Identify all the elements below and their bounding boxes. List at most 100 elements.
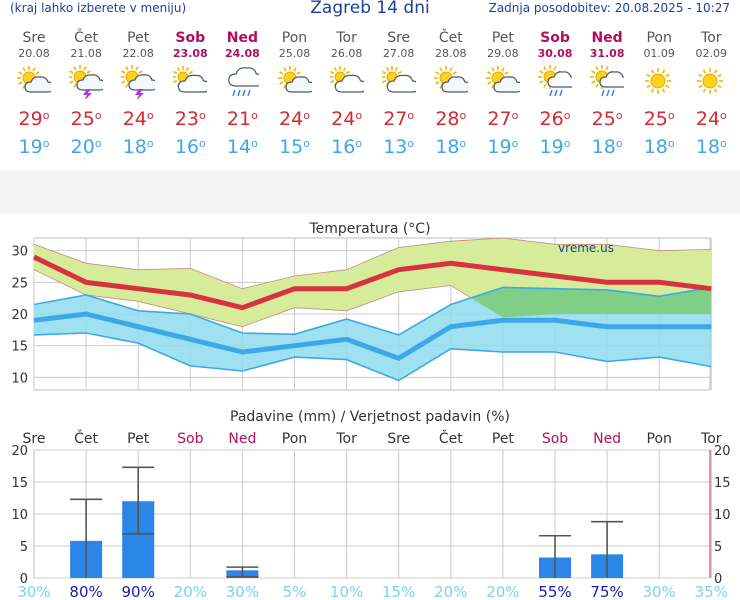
- day-date: 24.08: [224, 47, 260, 60]
- max-temperature: 24o: [112, 104, 164, 134]
- degree-sign: o: [720, 109, 727, 122]
- precipitation-tick-label-left: 20: [11, 444, 28, 459]
- precipitation-tick-label-right: 10: [714, 508, 731, 523]
- day-date: 29.08: [487, 47, 519, 60]
- max-temperature: 25o: [633, 104, 685, 134]
- day-column: Sre 27.08 27o 13o: [373, 30, 425, 160]
- daily-forecast-strip: Sre 20.08 29o 19o Čet 21.08 25o 20o Pet 22.08 24o 1…: [0, 30, 740, 170]
- watermark: vreme.us: [558, 241, 614, 255]
- day-name: Ned: [226, 30, 258, 46]
- min-range-upper-edge: [33, 286, 712, 336]
- temperature-tick-label: 30: [11, 245, 28, 260]
- degree-sign: o: [303, 137, 310, 150]
- min-temperature: 15o: [269, 134, 321, 160]
- degree-sign: o: [303, 109, 310, 122]
- min-temperature-value: 14: [226, 136, 252, 158]
- temperature-tick-label: 15: [11, 340, 28, 355]
- temperature-chart-title: Temperatura (°C): [308, 221, 430, 237]
- precipitation-probability: 55%: [538, 583, 571, 600]
- degree-sign: o: [511, 109, 519, 122]
- min-temperature-value: 15: [279, 136, 304, 158]
- degree-sign: o: [355, 137, 363, 150]
- min-temperature-value: 18: [435, 136, 460, 158]
- max-temperature-value: 24: [331, 108, 356, 130]
- precipitation-probability: 20%: [174, 583, 207, 600]
- day-column: Pon 01.09 25o 18o: [633, 30, 685, 160]
- min-temperature: 16o: [321, 134, 373, 160]
- day-date: 30.08: [537, 47, 573, 60]
- max-range-upper-edge: [33, 237, 712, 290]
- day-column: Sob 30.08 26o 19o: [529, 30, 581, 160]
- max-temperature: 23o: [164, 104, 216, 134]
- thunderstorm-icon: [112, 60, 164, 104]
- precipitation-probability: 80%: [69, 583, 102, 600]
- day-date: 28.08: [435, 47, 467, 60]
- precipitation-probability: 30%: [643, 583, 676, 600]
- max-temperature: 27o: [477, 104, 529, 134]
- mostly-cloudy-icon: [164, 60, 216, 104]
- min-temperature-value: 18: [122, 136, 147, 158]
- rain-icon: [216, 60, 268, 104]
- day-date: 22.08: [122, 47, 154, 60]
- max-temperature-value: 24: [122, 108, 147, 130]
- precipitation-day-label: Pon: [282, 431, 307, 447]
- day-name: Čet: [74, 30, 99, 46]
- precipitation-tick-label-right: 20: [714, 444, 731, 459]
- precipitation-day-label: Tor: [700, 431, 722, 447]
- section-divider: [0, 170, 740, 214]
- max-temperature-value: 28: [435, 108, 460, 130]
- min-temperature-value: 13: [383, 136, 408, 158]
- degree-sign: o: [199, 109, 206, 122]
- min-temperature-value: 19: [18, 136, 43, 158]
- precipitation-day-label: Sob: [542, 431, 568, 447]
- degree-sign: o: [94, 137, 102, 150]
- max-temperature-value: 27: [383, 108, 408, 130]
- day-name: Čet: [438, 30, 463, 46]
- precipitation-day-label: Ned: [593, 431, 621, 447]
- day-name: Pon: [646, 30, 672, 46]
- day-column: Sob 23.08 23o 16o: [164, 30, 216, 160]
- day-date: 02.09: [695, 47, 728, 60]
- precipitation-probability: 20%: [434, 583, 467, 600]
- max-temperature: 24o: [321, 104, 373, 134]
- precipitation-tick-label-left: 0: [20, 572, 28, 587]
- precipitation-tick-label-left: 5: [20, 540, 28, 555]
- degree-sign: o: [94, 109, 102, 122]
- day-date: 23.08: [172, 47, 208, 60]
- mostly-cloudy-icon: [321, 60, 373, 104]
- day-date: 01.09: [643, 47, 675, 60]
- day-column: Čet 21.08 25o 20o: [60, 30, 112, 160]
- min-temperature-value: 16: [331, 136, 356, 158]
- min-temperature: 16o: [164, 134, 216, 160]
- day-name: Pon: [281, 30, 308, 46]
- precipitation-probability: 30%: [226, 583, 259, 600]
- min-temperature-value: 18: [643, 136, 668, 158]
- sun-icon: [685, 60, 737, 104]
- precipitation-day-label: Sre: [387, 431, 410, 447]
- temperature-tick-label: 20: [11, 308, 28, 323]
- precipitation-probability: 20%: [486, 583, 519, 600]
- max-temperature-value: 25: [643, 108, 668, 130]
- partly-cloudy-icon: [8, 60, 60, 104]
- max-temperature: 27o: [373, 104, 425, 134]
- degree-sign: o: [42, 137, 50, 150]
- max-temperature-value: 29: [18, 108, 43, 130]
- max-temperature: 28o: [425, 104, 477, 134]
- location-menu-hint[interactable]: (kraj lahko izberete v meniju): [10, 1, 187, 15]
- max-temperature-line: [32, 254, 712, 311]
- min-temperature-value: 19: [487, 136, 512, 158]
- min-temperature-value: 18: [695, 136, 721, 158]
- day-date: 27.08: [382, 47, 415, 60]
- min-temperature: 18o: [633, 134, 685, 160]
- min-temperature: 18o: [112, 134, 164, 160]
- partly-cloudy-icon: [269, 60, 321, 104]
- day-name: Pet: [127, 30, 150, 46]
- precipitation-day-label: Tor: [335, 431, 357, 447]
- precipitation-probability: 10%: [330, 583, 363, 600]
- thunderstorm-icon: [60, 60, 112, 104]
- degree-sign: o: [199, 137, 206, 150]
- degree-sign: o: [720, 137, 727, 150]
- page-title: Zagreb 14 dni: [310, 0, 430, 18]
- precipitation-tick-label-right: 15: [714, 476, 731, 491]
- sun-shower-icon: [581, 60, 633, 104]
